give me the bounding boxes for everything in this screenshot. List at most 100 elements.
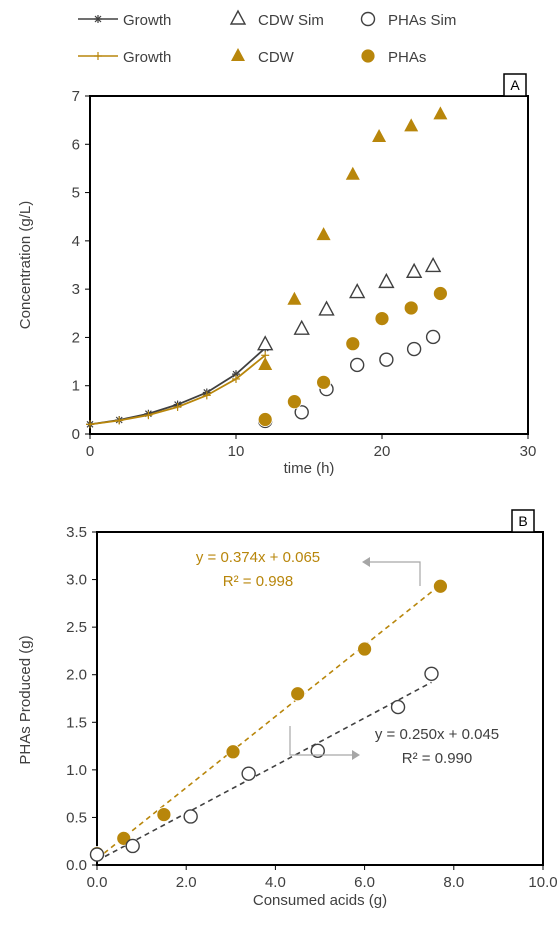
chart-a-panel-tag: A: [510, 77, 520, 93]
data-point: [316, 374, 332, 390]
y-tick-label: 1.5: [66, 714, 87, 731]
data-point: [405, 262, 423, 278]
series-1: [86, 351, 270, 429]
y-tick-label: 2.0: [66, 667, 87, 684]
data-point: [433, 578, 448, 594]
fit-equation-dark: y = 0.250x + 0.045: [375, 726, 499, 743]
legend-marker-cdw: [231, 48, 245, 61]
data-point: [293, 319, 310, 335]
legend-marker: [231, 48, 245, 61]
fit-arrowhead-dark: [352, 750, 360, 760]
x-tick-label: 10.0: [528, 874, 557, 891]
legend-item-cdw: CDW: [231, 48, 295, 66]
chart-a: A 0 10 20 30 0 1 2 3 4 5 6 7 time (h) Concentration…: [17, 73, 537, 477]
legend-label-phas: PHAs: [388, 49, 426, 66]
chart-a-ylabel: Concentration (g/L): [17, 201, 34, 329]
series-1: [89, 666, 439, 862]
x-tick-label: 2.0: [176, 874, 197, 891]
data-point: [173, 402, 182, 411]
data-point: [294, 405, 309, 420]
fit-line-0: [96, 584, 441, 860]
chart-a-ticks: 0 10 20 30 0 1 2 3 4 5 6 7: [72, 88, 537, 460]
legend-marker: [94, 15, 102, 23]
chart-b-fit-lines: [96, 584, 441, 862]
legend: Growth CDW Sim PHAs Sim Growth CDW PHAs: [78, 9, 456, 66]
legend-marker-growth-exp: [78, 52, 118, 60]
data-point: [310, 743, 325, 759]
fit-arrowhead-gold: [362, 557, 370, 567]
y-tick-label: 1.0: [66, 762, 87, 779]
x-tick-label: 10: [228, 443, 245, 460]
data-point: [156, 807, 172, 822]
x-tick-label: 0: [86, 443, 94, 460]
data-point: [183, 809, 198, 824]
chart-b-series: [89, 578, 448, 862]
series-0: [86, 344, 270, 429]
data-point: [225, 744, 241, 760]
y-tick-label: 4: [72, 233, 80, 250]
chart-b-ylabel: PHAs Produced (g): [17, 635, 34, 764]
chart-b-ticks: 0.0 2.0 4.0 6.0 8.0 10.0 0.0 0.5 1.0 1.5 2.0 2.5 3.0…: [66, 524, 557, 891]
data-point: [241, 766, 256, 781]
data-point: [257, 335, 274, 351]
chart-b-panel-tag-box: [511, 509, 535, 533]
y-tick-label: 0.0: [66, 857, 87, 874]
data-point: [345, 336, 361, 352]
legend-item-growth-sim: Growth: [78, 12, 171, 29]
data-point: [232, 374, 240, 383]
legend-label-growth-exp: Growth: [123, 49, 171, 66]
y-tick-label: 1: [72, 378, 80, 395]
y-tick-label: 2.5: [66, 619, 87, 636]
legend-item-phas: PHAs: [360, 48, 426, 66]
legend-marker: [94, 52, 102, 60]
legend-marker: [360, 48, 376, 64]
data-point: [318, 300, 335, 316]
data-point: [374, 311, 390, 326]
legend-marker-phas-sim: [360, 11, 376, 27]
y-tick-label: 3.5: [66, 524, 87, 541]
data-point: [258, 356, 273, 370]
y-tick-label: 0.5: [66, 809, 87, 826]
data-point: [86, 420, 94, 429]
chart-b-frame: [96, 531, 544, 866]
data-point: [257, 412, 273, 427]
legend-item-growth-exp: Growth: [78, 49, 171, 66]
x-tick-label: 4.0: [265, 874, 286, 891]
data-point: [379, 352, 394, 367]
y-tick-label: 3.0: [66, 572, 87, 589]
data-point: [290, 686, 306, 702]
fit-r2-dark: R² = 0.990: [402, 750, 472, 767]
data-point: [286, 394, 302, 410]
legend-label-cdw-sim: CDW Sim: [258, 12, 324, 29]
data-point: [425, 329, 441, 345]
data-point: [349, 283, 366, 299]
fit-r2-gold: R² = 0.998: [223, 573, 293, 590]
legend-marker: [360, 11, 376, 27]
y-tick-label: 0: [72, 426, 80, 443]
legend-item-cdw-sim: CDW Sim: [229, 9, 324, 29]
y-tick-label: 2: [72, 329, 80, 346]
legend-marker-growth-sim: [78, 15, 118, 23]
data-point: [390, 699, 406, 715]
chart-a-xlabel: time (h): [284, 460, 335, 477]
data-point: [349, 357, 365, 373]
legend-item-phas-sim: PHAs Sim: [360, 11, 456, 29]
legend-marker-cdw-sim: [229, 9, 247, 25]
legend-label-growth-sim: Growth: [123, 12, 171, 29]
x-tick-label: 8.0: [443, 874, 464, 891]
data-point: [345, 166, 360, 180]
data-point: [144, 411, 153, 420]
fit-line-1: [96, 681, 432, 862]
x-tick-label: 6.0: [354, 874, 375, 891]
data-point: [404, 118, 419, 132]
legend-marker-phas: [360, 48, 376, 64]
chart-a-frame: [89, 95, 529, 435]
data-point: [424, 666, 439, 681]
chart-a-series: [86, 106, 448, 429]
data-point: [125, 838, 140, 854]
series-2: [257, 256, 442, 351]
data-point: [424, 256, 442, 273]
data-point: [115, 416, 124, 425]
series-line: [89, 347, 266, 426]
